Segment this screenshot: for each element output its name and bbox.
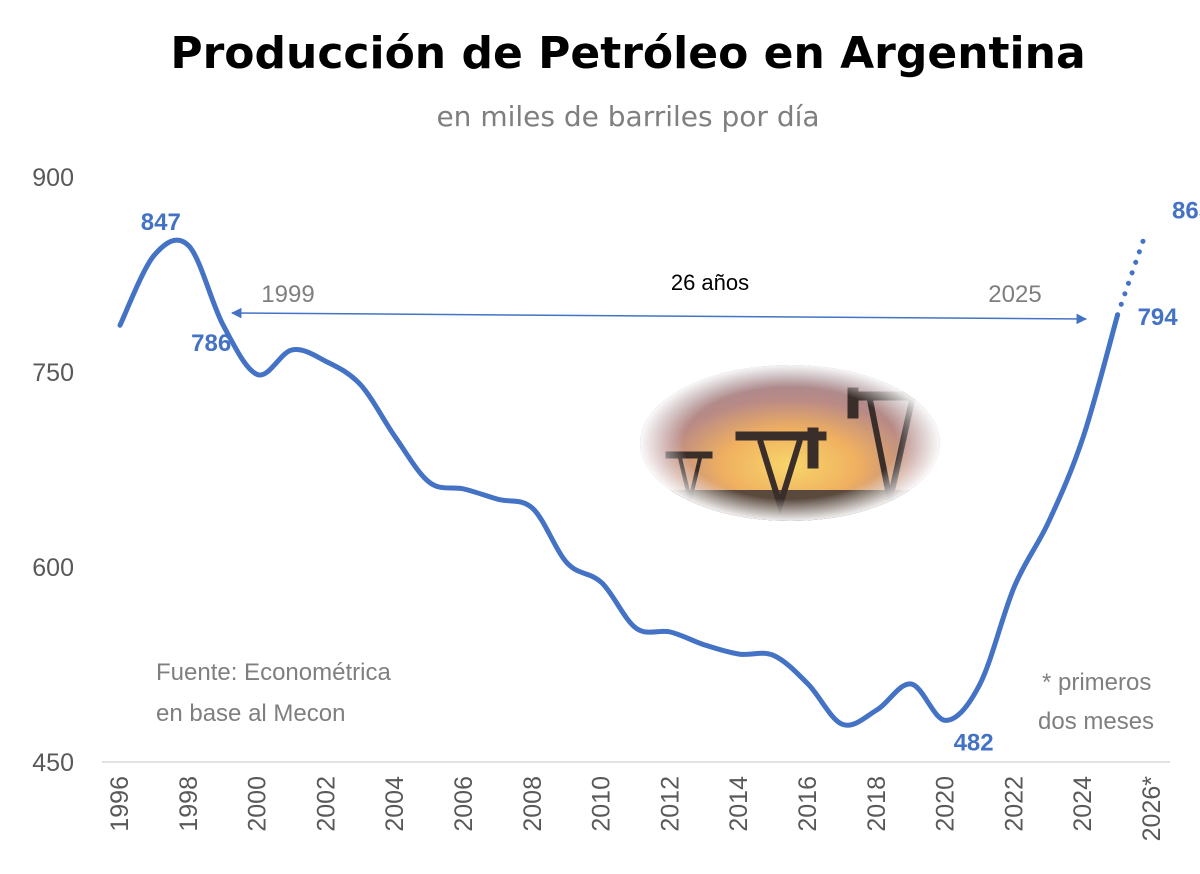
footnote-line-1: * primeros <box>1042 669 1151 696</box>
data-label-794: 794 <box>1138 304 1179 331</box>
x-tick-label: 2010 <box>588 776 616 832</box>
data-label-482: 482 <box>954 729 994 756</box>
end-year-label: 2025 <box>988 281 1041 308</box>
data-label-786: 786 <box>191 330 231 357</box>
x-tick-label: 2014 <box>725 776 753 832</box>
x-tick-label: 2002 <box>312 776 340 832</box>
data-labels: 847 786 482 794 865 <box>141 198 1200 757</box>
x-tick-label: 1998 <box>175 776 203 832</box>
x-tick-label: 2020 <box>932 776 960 832</box>
chart-title: Producción de Petróleo en Argentina <box>170 28 1085 79</box>
x-tick-label: 2006 <box>450 776 478 832</box>
y-tick-label: 600 <box>32 554 74 582</box>
x-tick-label: 2000 <box>244 776 272 832</box>
span-arrow <box>230 307 1088 325</box>
y-tick-label: 450 <box>32 749 74 777</box>
x-tick-label: 2022 <box>1000 776 1028 832</box>
x-tick-label: 2024 <box>1069 776 1097 832</box>
x-tick-label: 2018 <box>863 776 891 832</box>
chart-subtitle: en miles de barriles por día <box>436 100 819 133</box>
y-tick-label: 750 <box>32 359 74 387</box>
footnote-line-2: dos meses <box>1038 708 1154 735</box>
projection-line <box>1115 230 1149 318</box>
oil-pumps-illustration <box>640 365 940 521</box>
x-tick-label: 2012 <box>656 776 684 832</box>
x-tick-label: 2008 <box>519 776 547 832</box>
x-tick-label: 2004 <box>381 776 409 832</box>
source-line-1: Fuente: Econométrica <box>156 659 391 686</box>
data-label-847: 847 <box>141 209 181 236</box>
x-tick-label: 2026* <box>1138 776 1166 842</box>
x-tick-label: 1996 <box>106 776 134 832</box>
start-year-label: 1999 <box>261 281 314 308</box>
data-label-865: 865 <box>1172 198 1200 225</box>
y-axis: 450 600 750 900 <box>32 164 74 777</box>
series-line <box>117 237 1121 728</box>
source-line-2: en base al Mecon <box>156 700 345 727</box>
y-tick-label: 900 <box>32 164 74 192</box>
x-axis: 1996 1998 2000 2002 2004 2006 2008 2010 2012 2014… <box>106 776 1166 842</box>
span-label: 26 años <box>671 270 749 295</box>
x-tick-label: 2016 <box>794 776 822 832</box>
